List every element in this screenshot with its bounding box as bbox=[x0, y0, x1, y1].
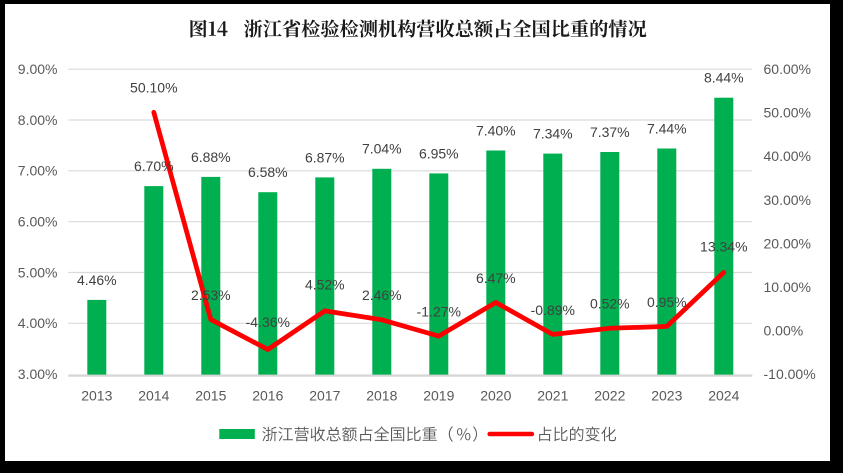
svg-text:10.00%: 10.00% bbox=[764, 279, 811, 295]
svg-text:4.00%: 4.00% bbox=[18, 315, 58, 331]
svg-text:7.04%: 7.04% bbox=[362, 141, 402, 157]
svg-text:-0.89%: -0.89% bbox=[531, 302, 575, 318]
svg-text:7.00%: 7.00% bbox=[18, 163, 58, 179]
svg-text:6.58%: 6.58% bbox=[248, 164, 288, 180]
svg-text:60.00%: 60.00% bbox=[764, 61, 811, 77]
svg-text:2016: 2016 bbox=[252, 387, 283, 403]
svg-text:2014: 2014 bbox=[138, 387, 169, 403]
svg-text:50.00%: 50.00% bbox=[764, 105, 811, 121]
svg-text:2023: 2023 bbox=[651, 387, 682, 403]
svg-text:2022: 2022 bbox=[594, 387, 625, 403]
svg-text:2015: 2015 bbox=[195, 387, 226, 403]
svg-text:7.37%: 7.37% bbox=[590, 124, 630, 140]
svg-text:4.46%: 4.46% bbox=[77, 272, 117, 288]
svg-text:9.00%: 9.00% bbox=[18, 61, 58, 77]
svg-text:8.00%: 8.00% bbox=[18, 112, 58, 128]
svg-text:7.44%: 7.44% bbox=[647, 120, 687, 136]
svg-text:7.40%: 7.40% bbox=[476, 122, 516, 138]
svg-text:40.00%: 40.00% bbox=[764, 148, 811, 164]
svg-text:6.87%: 6.87% bbox=[305, 149, 345, 165]
svg-text:2018: 2018 bbox=[366, 387, 397, 403]
svg-text:2021: 2021 bbox=[537, 387, 568, 403]
svg-text:4.52%: 4.52% bbox=[305, 276, 345, 292]
svg-text:6.95%: 6.95% bbox=[419, 145, 459, 161]
svg-text:2019: 2019 bbox=[423, 387, 454, 403]
svg-text:6.47%: 6.47% bbox=[476, 270, 516, 286]
svg-text:0.00%: 0.00% bbox=[764, 322, 804, 338]
svg-text:7.34%: 7.34% bbox=[533, 126, 573, 142]
svg-text:6.88%: 6.88% bbox=[191, 149, 231, 165]
svg-text:50.10%: 50.10% bbox=[130, 80, 177, 96]
svg-text:6.70%: 6.70% bbox=[134, 158, 174, 174]
svg-text:3.00%: 3.00% bbox=[18, 366, 58, 382]
svg-text:2017: 2017 bbox=[309, 387, 340, 403]
svg-text:-10.00%: -10.00% bbox=[764, 366, 816, 382]
svg-text:6.00%: 6.00% bbox=[18, 214, 58, 230]
svg-text:2020: 2020 bbox=[480, 387, 511, 403]
svg-text:20.00%: 20.00% bbox=[764, 235, 811, 251]
svg-text:2013: 2013 bbox=[81, 387, 112, 403]
svg-text:5.00%: 5.00% bbox=[18, 264, 58, 280]
svg-text:0.95%: 0.95% bbox=[647, 294, 687, 310]
svg-text:13.34%: 13.34% bbox=[700, 238, 747, 254]
svg-text:-4.36%: -4.36% bbox=[246, 314, 290, 330]
svg-text:0.52%: 0.52% bbox=[590, 296, 630, 312]
svg-text:2.53%: 2.53% bbox=[191, 287, 231, 303]
svg-text:30.00%: 30.00% bbox=[764, 192, 811, 208]
svg-text:2.46%: 2.46% bbox=[362, 287, 402, 303]
svg-text:2024: 2024 bbox=[708, 387, 739, 403]
svg-text:-1.27%: -1.27% bbox=[417, 304, 461, 320]
svg-text:8.44%: 8.44% bbox=[704, 70, 744, 86]
